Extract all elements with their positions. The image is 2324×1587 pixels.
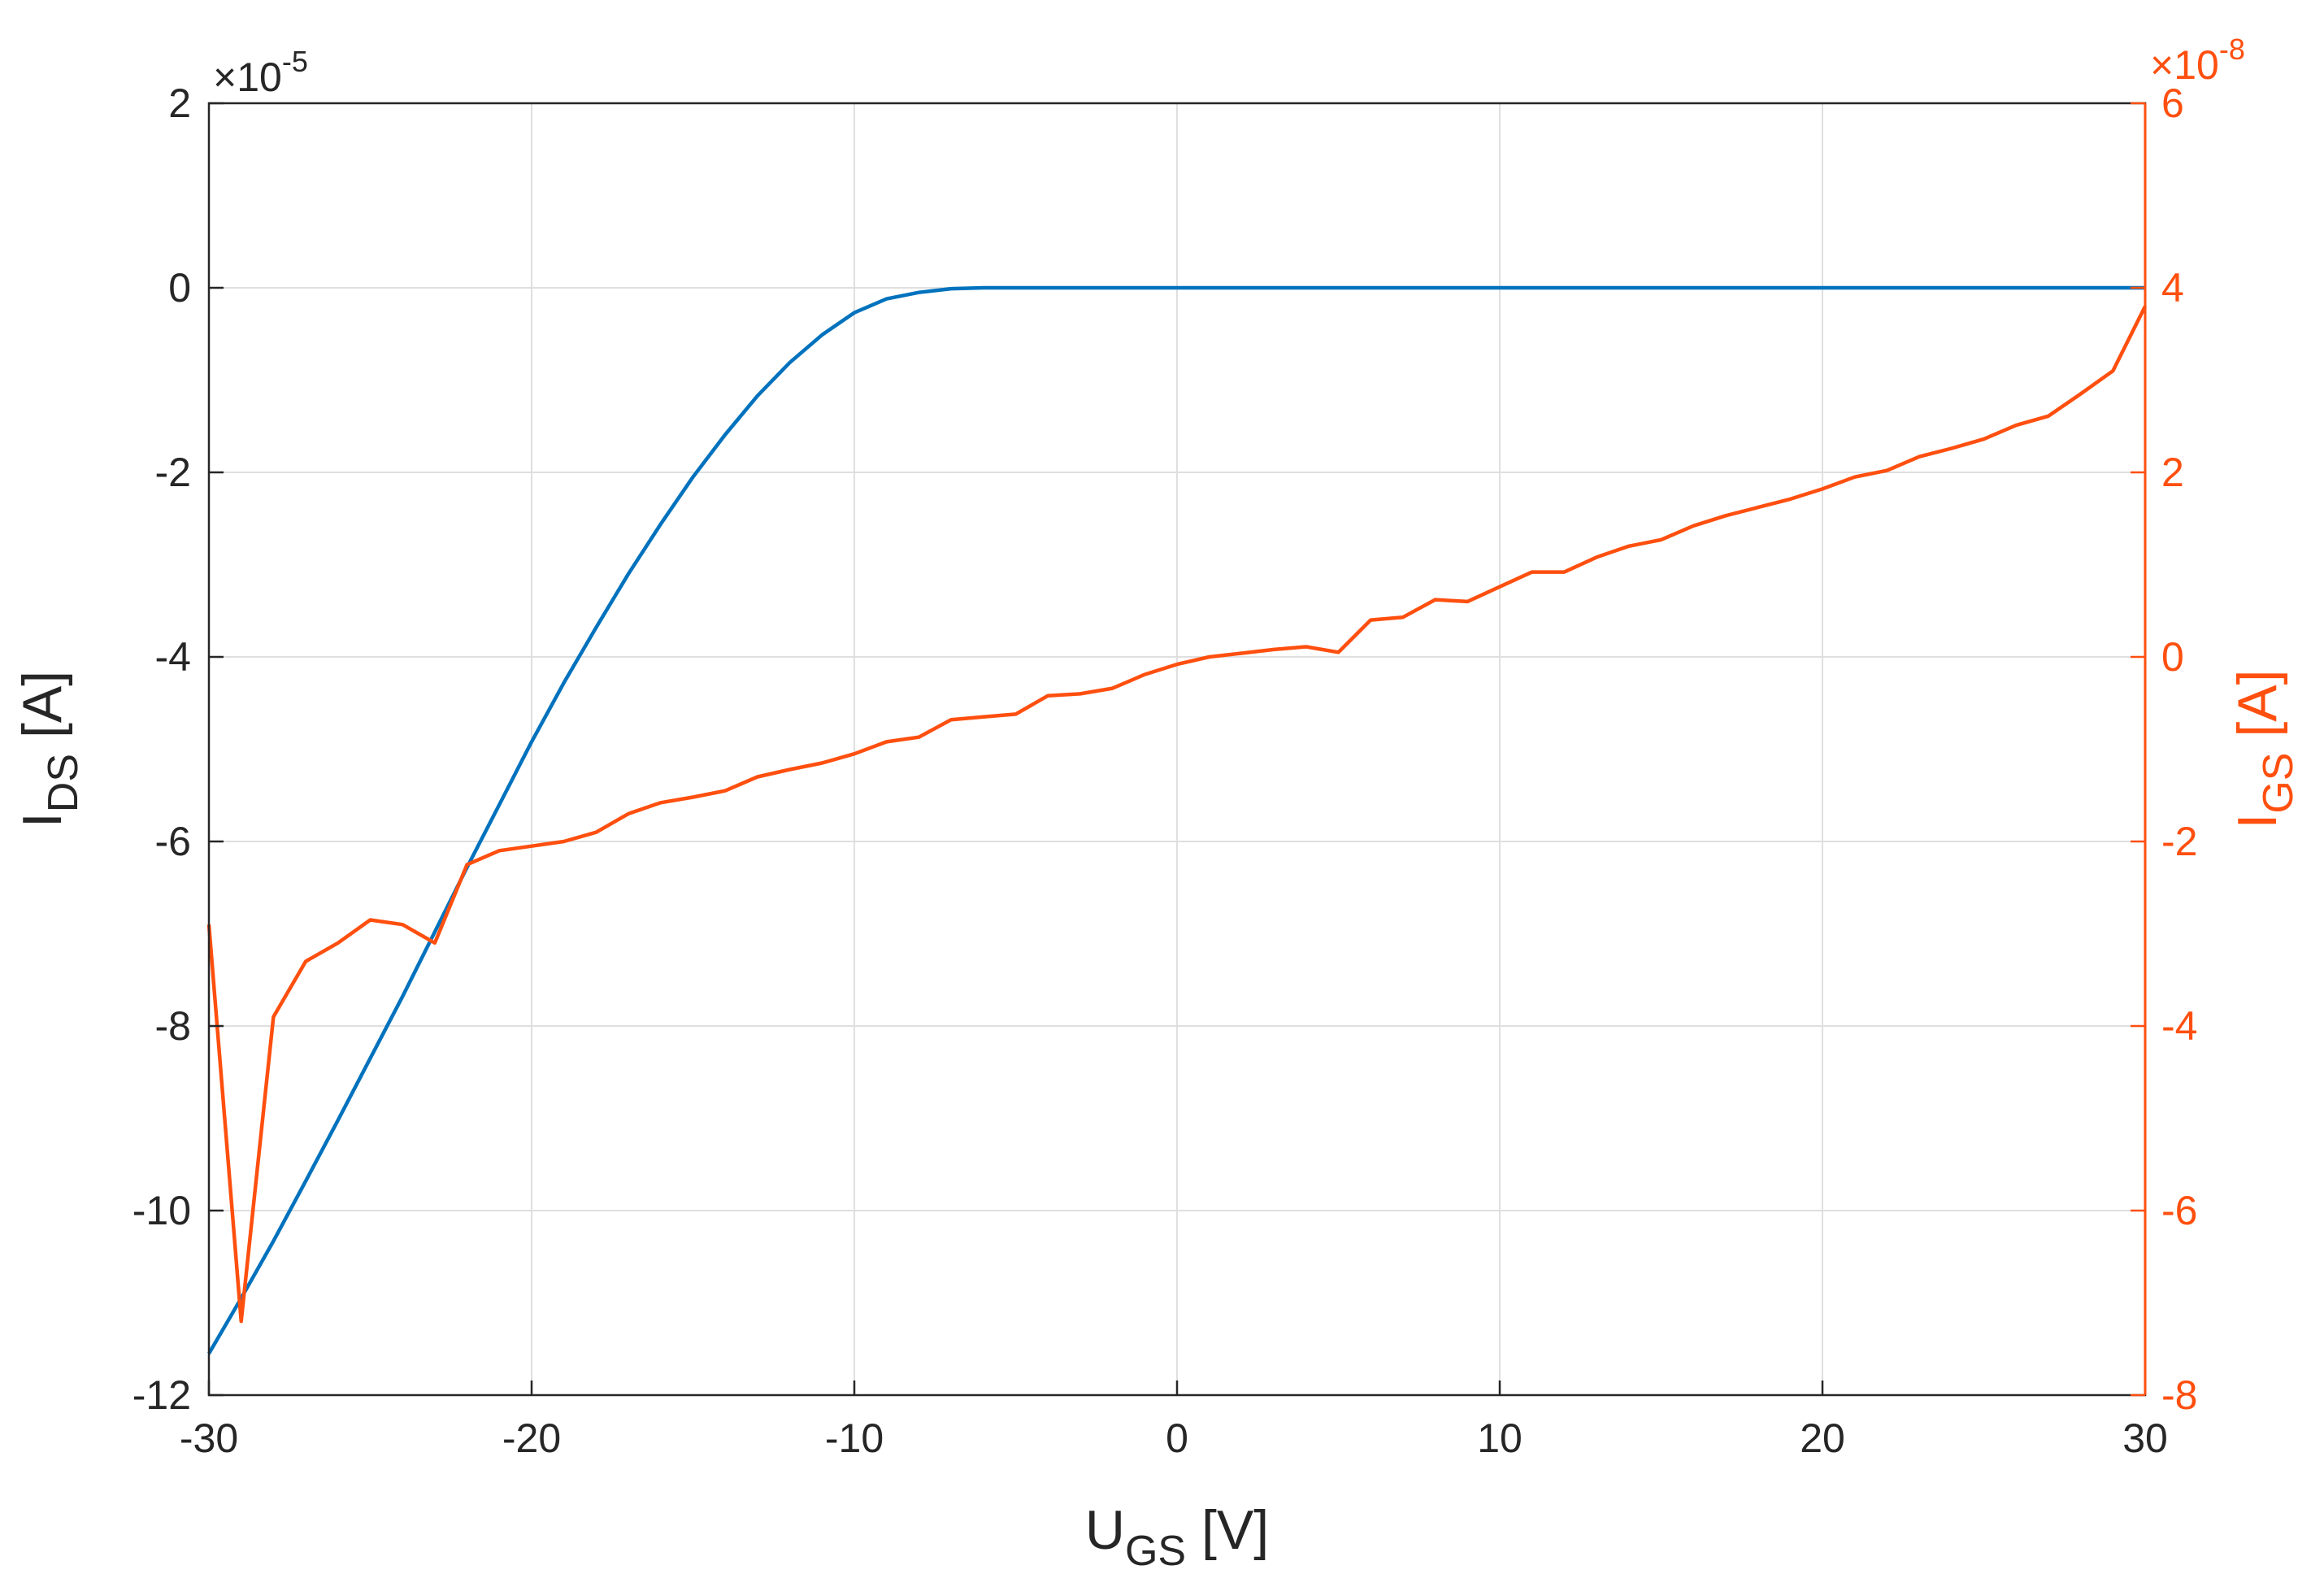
y-left-axis-label: IDS [A]: [11, 671, 87, 828]
y-left-tick-label: 0: [168, 265, 191, 311]
y-right-exponent-base: ×10: [2150, 42, 2219, 88]
y-left-exponent: ×10-5: [213, 45, 308, 100]
series-igs-line: [206, 305, 2148, 1324]
series-layer: [206, 285, 2148, 1355]
y-right-axis-label-sub: GS: [2255, 753, 2302, 814]
x-axis-label: UGS [V]: [1085, 1499, 1269, 1575]
x-tick-label: 20: [1800, 1415, 1845, 1461]
y-right-tick-label: -4: [2161, 1003, 2197, 1049]
y-right-axis-label: IGS [A]: [2226, 669, 2302, 828]
y-left-axis-label-main: I: [11, 812, 73, 828]
y-left-tick-label: -12: [132, 1372, 191, 1418]
y-right-axis-label-main: I: [2226, 814, 2288, 829]
series-ids-line: [207, 285, 2145, 1355]
y-right-exponent: ×10-8: [2150, 33, 2245, 88]
grid: [209, 103, 2145, 1395]
y-left-axis-label-unit: [A]: [11, 671, 73, 754]
x-tick-label: 0: [1166, 1415, 1188, 1461]
y-right-exponent-power: -8: [2219, 33, 2245, 66]
x-tick-label: -30: [180, 1415, 238, 1461]
y-right-axis-label-unit: [A]: [2226, 669, 2288, 752]
x-tick-label: 30: [2122, 1415, 2168, 1461]
y-left-tick-label: -10: [132, 1188, 191, 1233]
x-tick-label: -20: [502, 1415, 561, 1461]
y-left-tick-label: -6: [155, 819, 191, 864]
axes-layer: -30 -20 -10 0 10 20 30-12-10-8-6-4-202-8-6-4-2…: [11, 33, 2302, 1575]
y-right-tick-label: -2: [2161, 819, 2197, 864]
y-left-exponent-base: ×10: [213, 54, 282, 100]
y-right-tick-label: -6: [2161, 1188, 2197, 1233]
y-right-tick-label: -8: [2161, 1372, 2197, 1418]
y-left-tick-label: 2: [168, 80, 191, 126]
x-tick-label: -10: [825, 1415, 884, 1461]
y-right-tick-label: 0: [2161, 634, 2184, 680]
y-left-axis-label-sub: DS: [40, 754, 87, 812]
y-left-tick-label: -8: [155, 1003, 191, 1049]
x-axis-label-unit: [V]: [1186, 1499, 1269, 1561]
y-left-tick-label: -2: [155, 450, 191, 495]
x-axis-label-main: U: [1085, 1499, 1125, 1561]
y-right-tick-label: 6: [2161, 80, 2184, 126]
x-tick-label: 10: [1477, 1415, 1523, 1461]
y-left-tick-label: -4: [155, 634, 191, 680]
y-right-tick-label: 4: [2161, 265, 2184, 311]
y-left-exponent-power: -5: [282, 45, 308, 78]
x-axis-label-sub: GS: [1125, 1528, 1186, 1575]
y-right-tick-label: 2: [2161, 450, 2184, 495]
